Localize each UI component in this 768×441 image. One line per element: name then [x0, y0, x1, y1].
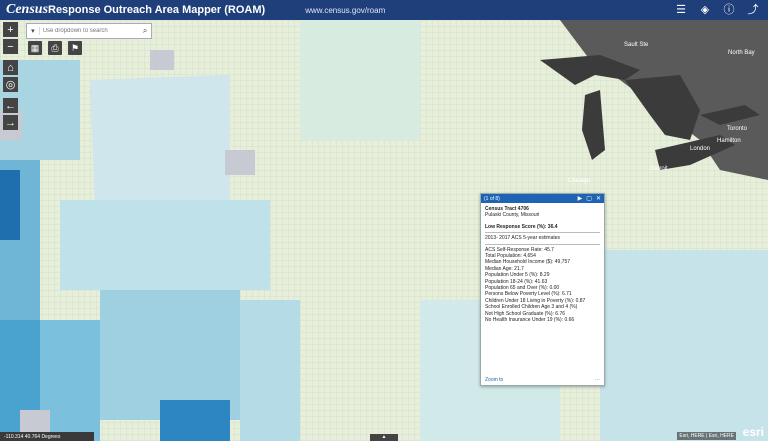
forward-icon[interactable]: →	[3, 115, 18, 130]
maximize-icon[interactable]: ▢	[586, 196, 592, 202]
stat-line: No Health Insurance Under 19 (%): 0.66	[485, 317, 575, 324]
stat-line: Population 65 and Over (%): 0.00	[485, 285, 560, 292]
stat-line: ACS Self-Response Rate: 45.7	[485, 246, 554, 253]
popup-header: (1 of 8) ▶ ▢ ✕	[481, 194, 604, 203]
zoom-to-link[interactable]: Zoom to	[485, 377, 504, 383]
header-toolbar: ☰ ◈ ⓘ ⤴	[674, 2, 760, 17]
map-attribution: Esri, HERE | Esri, HERE	[677, 432, 736, 440]
search-dropdown-button[interactable]: ▾	[27, 27, 40, 35]
acs-section-title: 2013- 2017 ACS 5-year estimates	[485, 235, 561, 242]
stat-line: School Enrolled Children Age 3 and 4 (%)	[485, 304, 578, 311]
app-url[interactable]: www.census.gov/roam	[305, 5, 386, 15]
popup-counter: (1 of 8)	[484, 195, 500, 202]
stat-line: Population 18-24 (%): 41.63	[485, 278, 548, 285]
zoom-in-button[interactable]: +	[3, 22, 18, 37]
basemap-gallery-icon[interactable]: ▦	[28, 41, 42, 55]
search-icon[interactable]: ⌕	[142, 26, 148, 35]
locate-icon[interactable]: ◎	[3, 77, 18, 92]
home-icon[interactable]: ⌂	[3, 60, 18, 75]
stat-line: Not High School Graduate (%): 6.76	[485, 310, 566, 317]
stat-line: Children Under 18 Living in Poverty (%):…	[485, 297, 586, 304]
choropleth-map[interactable]: Sault Ste North Bay Toronto Hamilton London C…	[0, 20, 768, 441]
feature-popup: (1 of 8) ▶ ▢ ✕ Census Tract 4706 Pulaski…	[480, 193, 605, 386]
census-logo: Census	[6, 2, 49, 17]
low-response-score: Low Response Score (%): 36.4	[485, 223, 558, 230]
coordinate-readout: -110.314 40.764 Degrees	[0, 432, 94, 441]
map-label-north-bay: North Bay	[728, 50, 755, 56]
map-label-sault-ste: Sault Ste	[624, 42, 649, 48]
map-label-detroit: Detroit	[650, 166, 668, 172]
zoom-out-button[interactable]: −	[3, 39, 18, 54]
map-label-london: London	[690, 146, 710, 152]
print-icon[interactable]: ⎙	[48, 41, 62, 55]
esri-logo: esri	[742, 425, 764, 439]
search-bar: ▾ ⌕	[26, 23, 152, 39]
back-icon[interactable]: ←	[3, 98, 18, 113]
county-name: Pulaski County, Missouri	[485, 212, 540, 219]
bookmark-icon[interactable]: ⚑	[68, 41, 82, 55]
info-icon[interactable]: ⓘ	[723, 4, 735, 16]
map-label-chicago: Chicago	[568, 178, 591, 184]
stat-line: Total Population: 4,654	[485, 253, 536, 260]
close-icon[interactable]: ✕	[595, 196, 601, 202]
stat-line: Persons Below Poverty Level (%): 6.71	[485, 291, 572, 298]
tract-name: Census Tract 4706	[485, 206, 529, 212]
stat-line: Median Household Income ($): 49,757	[485, 259, 571, 266]
map-controls: + − ⌂ ◎ ← →	[3, 22, 18, 130]
more-options-button[interactable]: ···	[595, 377, 600, 383]
app-title: Response Outreach Area Mapper (ROAM)	[48, 4, 266, 16]
share-icon[interactable]: ⤴	[747, 4, 759, 16]
map-tools: ▦ ⎙ ⚑	[28, 41, 82, 55]
map-label-toronto: Toronto	[727, 126, 748, 132]
layers-icon[interactable]: ◈	[700, 3, 710, 16]
popup-footer: Zoom to ···	[485, 377, 600, 383]
stat-line: Median Age: 21.7	[485, 265, 524, 272]
next-feature-icon[interactable]: ▶	[577, 196, 583, 202]
map-label-hamilton: Hamilton	[717, 138, 741, 144]
stat-line: Population Under 5 (%): 8.29	[485, 272, 550, 279]
expand-panel-button[interactable]: ▲	[370, 434, 398, 441]
popup-content: Census Tract 4706 Pulaski County, Missou…	[481, 203, 604, 327]
search-input[interactable]	[39, 28, 140, 34]
list-icon[interactable]: ☰	[676, 3, 686, 16]
app-header: Census Response Outreach Area Mapper (RO…	[0, 0, 768, 20]
